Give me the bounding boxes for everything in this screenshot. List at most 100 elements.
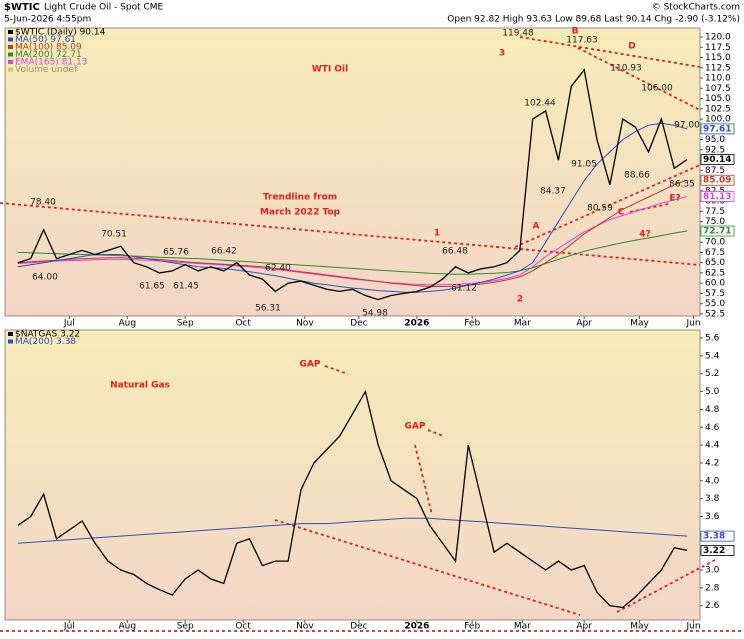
x-tick-label: Jun: [686, 622, 701, 632]
y-tick-label: 110.0: [705, 74, 731, 84]
price-label: 97.00: [674, 121, 700, 131]
x-tick-label: Aug: [118, 622, 136, 632]
y-tick-label: 2.6: [705, 601, 720, 611]
x-tick-label: Dec: [350, 622, 367, 632]
x-tick-label: 2026: [404, 622, 429, 632]
legend-swatch: [8, 67, 13, 72]
price-line: [17, 389, 688, 609]
price-line: [17, 68, 688, 301]
gap-arrow: [324, 365, 349, 375]
trendline: [274, 519, 581, 616]
x-tick-label: Apr: [576, 622, 592, 632]
y-tick-label: 4.2: [705, 458, 719, 468]
end-label: 81.13: [703, 192, 731, 202]
y-tick-label: 102.5: [705, 104, 731, 114]
annotation: 1: [434, 229, 440, 239]
credit: © StockCharts.com: [652, 3, 740, 13]
price-label: 61.45: [173, 282, 199, 292]
y-tick-label: 100.0: [705, 115, 731, 125]
panel-oil: [4, 27, 701, 317]
annotation: Trendline from: [263, 193, 337, 203]
annotation: C: [618, 208, 625, 218]
annotation: 4?: [639, 230, 650, 240]
annotation: E?: [669, 194, 680, 204]
price-label: 110.93: [610, 64, 642, 74]
x-tick-label: Apr: [576, 319, 592, 329]
trendline: [616, 559, 716, 613]
y-tick-label: 75.0: [705, 217, 725, 227]
y-tick-label: 107.5: [705, 84, 731, 94]
x-tick-label: Feb: [464, 319, 480, 329]
price-label: 62.40: [265, 264, 291, 274]
legend-swatch: [8, 52, 13, 57]
legend-label: MA(200) 3.38: [15, 337, 76, 347]
y-tick-label: 67.5: [705, 248, 725, 258]
gap-arrow: [427, 429, 444, 437]
x-tick-label: Oct: [235, 622, 251, 632]
x-tick-label: Nov: [296, 319, 314, 329]
price-label: 91.05: [571, 160, 597, 170]
y-tick-label: 3.6: [705, 512, 720, 522]
trendlines: [0, 36, 744, 632]
y-tick-label: 5.6: [705, 334, 720, 344]
x-tick-label: Jul: [63, 319, 75, 329]
legend-label: MA(200) 72.71: [15, 50, 82, 60]
end-label: 72.71: [703, 227, 731, 237]
price-label: 70.51: [101, 230, 127, 240]
end-label-box: [700, 225, 735, 237]
price-label: 84.37: [540, 187, 566, 197]
price-label: 61.12: [451, 284, 477, 294]
y-tick-label: 92.5: [705, 145, 725, 155]
legend-swatch: [8, 45, 13, 49]
y-tick-label: 120.0: [705, 33, 731, 43]
annotation: WTI Oil: [312, 65, 348, 75]
x-tick-label: Sep: [177, 622, 194, 632]
y-tick-label: 55.0: [705, 299, 725, 309]
end-label-box: [700, 191, 735, 202]
price-label: 117.63: [566, 36, 598, 46]
y-tick-label: 87.5: [705, 166, 725, 176]
x-tick-label: Feb: [464, 622, 480, 632]
y-tick-label: 5.0: [705, 387, 720, 397]
end-label: 3.22: [703, 546, 725, 556]
y-tick-label: 4.0: [705, 476, 720, 486]
y-tick-label: 95.0: [705, 135, 725, 145]
title: Light Crude Oil - Spot CME: [44, 3, 164, 13]
panel-gas: [4, 329, 701, 621]
legend-swatch: [8, 60, 13, 64]
price-label: 86.35: [669, 180, 695, 190]
x-tick-label: Dec: [350, 319, 367, 329]
legend-label: Volume undef: [15, 65, 78, 75]
y-tick-label: 60.0: [705, 279, 725, 289]
price-label: 119.48: [502, 29, 534, 39]
y-tick-label: 4.8: [705, 405, 720, 415]
price-label: 54.98: [362, 309, 388, 319]
legend-label: $NATGAS 3.22: [15, 330, 80, 340]
legend-swatch: [8, 332, 13, 336]
price-label: 65.76: [163, 248, 189, 258]
legend-label: EMA(165) 81.13: [15, 58, 87, 68]
x-tick-label: Jul: [63, 622, 75, 632]
price-label: 66.42: [211, 247, 237, 257]
end-label-box: [700, 123, 735, 135]
symbol: $WTIC: [4, 2, 40, 13]
y-tick-label: 4.4: [705, 441, 720, 451]
legend-label: $WTIC (Daily) 90.14: [15, 28, 106, 38]
gap-arrow: [414, 444, 433, 516]
y-tick-label: 115.0: [705, 53, 731, 63]
y-tick-label: 117.5: [705, 43, 731, 53]
y-tick-label: 70.0: [705, 238, 725, 248]
trendline: [519, 36, 701, 68]
date: 5-Jun-2026 4:55pm: [4, 15, 91, 25]
x-tick-label: Jun: [686, 319, 701, 329]
x-tick-label: Sep: [177, 319, 194, 329]
annotation: A: [533, 222, 540, 232]
price-label: 64.00: [32, 273, 58, 283]
annotation: Natural Gas: [110, 381, 170, 391]
annotation: 3: [499, 49, 505, 59]
y-tick-label: 4.6: [705, 423, 720, 433]
end-label-box: [700, 545, 735, 556]
end-label: 97.61: [703, 124, 731, 134]
y-tick-label: 3.0: [705, 566, 720, 576]
